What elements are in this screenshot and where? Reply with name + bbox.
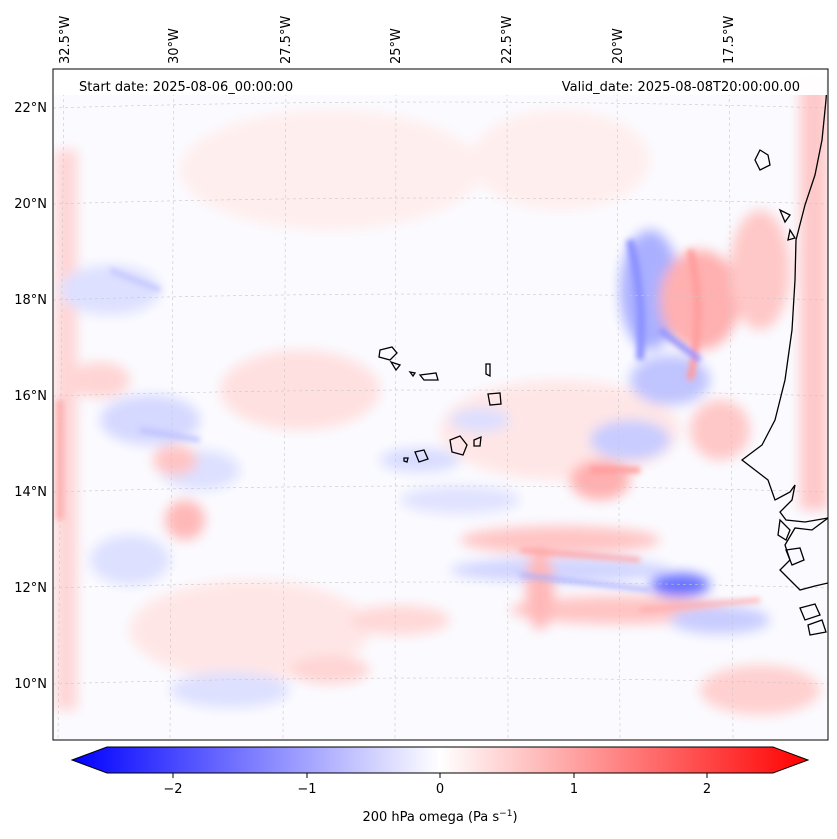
graticule xyxy=(53,69,828,740)
lon-label: 30°W xyxy=(167,28,182,64)
lon-label: 20°W xyxy=(611,28,626,64)
lat-label: 22°N xyxy=(14,101,47,116)
lon-label: 32.5°W xyxy=(58,16,73,64)
latitude-labels: 22°N 20°N 18°N 16°N 14°N 12°N 10°N xyxy=(14,101,47,692)
cb-tick-label: 1 xyxy=(570,782,578,797)
lon-label: 22.5°W xyxy=(500,16,515,64)
map-panel: Start date: 2025-08-06_00:00:00 Valid_da… xyxy=(52,68,829,741)
coastline xyxy=(740,69,828,636)
colorbar: −2 −1 0 1 2 200 hPa omega (Pa s−1) xyxy=(70,746,810,825)
africa-coastline xyxy=(740,69,828,523)
valid-date-label: Valid_date: 2025-08-08T20:00:00.00 xyxy=(562,80,800,95)
cb-tick-label: 0 xyxy=(436,782,444,797)
longitude-labels: 32.5°W 30°W 27.5°W 25°W 22.5°W 20°W 17.5… xyxy=(58,16,737,64)
cb-tick-label: −1 xyxy=(297,782,316,797)
omega-shading xyxy=(55,80,828,715)
omega-streaks xyxy=(56,239,761,612)
lat-label: 16°N xyxy=(14,389,47,404)
lon-label: 25°W xyxy=(389,28,404,64)
lat-label: 18°N xyxy=(14,293,47,308)
colorbar-label: 200 hPa omega (Pa s−1) xyxy=(362,809,517,825)
colorbar-label-exp: −1 xyxy=(499,809,512,819)
start-date-label: Start date: 2025-08-06_00:00:00 xyxy=(79,80,293,95)
map-frame xyxy=(52,68,829,741)
colorbar-ticks xyxy=(172,773,708,778)
colorbar-label-close: ) xyxy=(512,810,517,825)
lat-label: 14°N xyxy=(14,485,47,500)
header-background xyxy=(53,69,828,95)
cb-tick-label: 2 xyxy=(703,782,711,797)
colorbar-body xyxy=(70,746,810,774)
lon-label: 17.5°W xyxy=(722,16,737,64)
omega-field xyxy=(55,80,828,715)
lon-label: 27.5°W xyxy=(279,16,294,64)
lat-label: 10°N xyxy=(14,677,47,692)
cb-tick-label: −2 xyxy=(163,782,182,797)
cape-verde-islands xyxy=(378,346,502,463)
lat-label: 20°N xyxy=(14,197,47,212)
lat-label: 12°N xyxy=(14,581,47,596)
colorbar-label-main: 200 hPa omega (Pa s xyxy=(362,810,499,825)
